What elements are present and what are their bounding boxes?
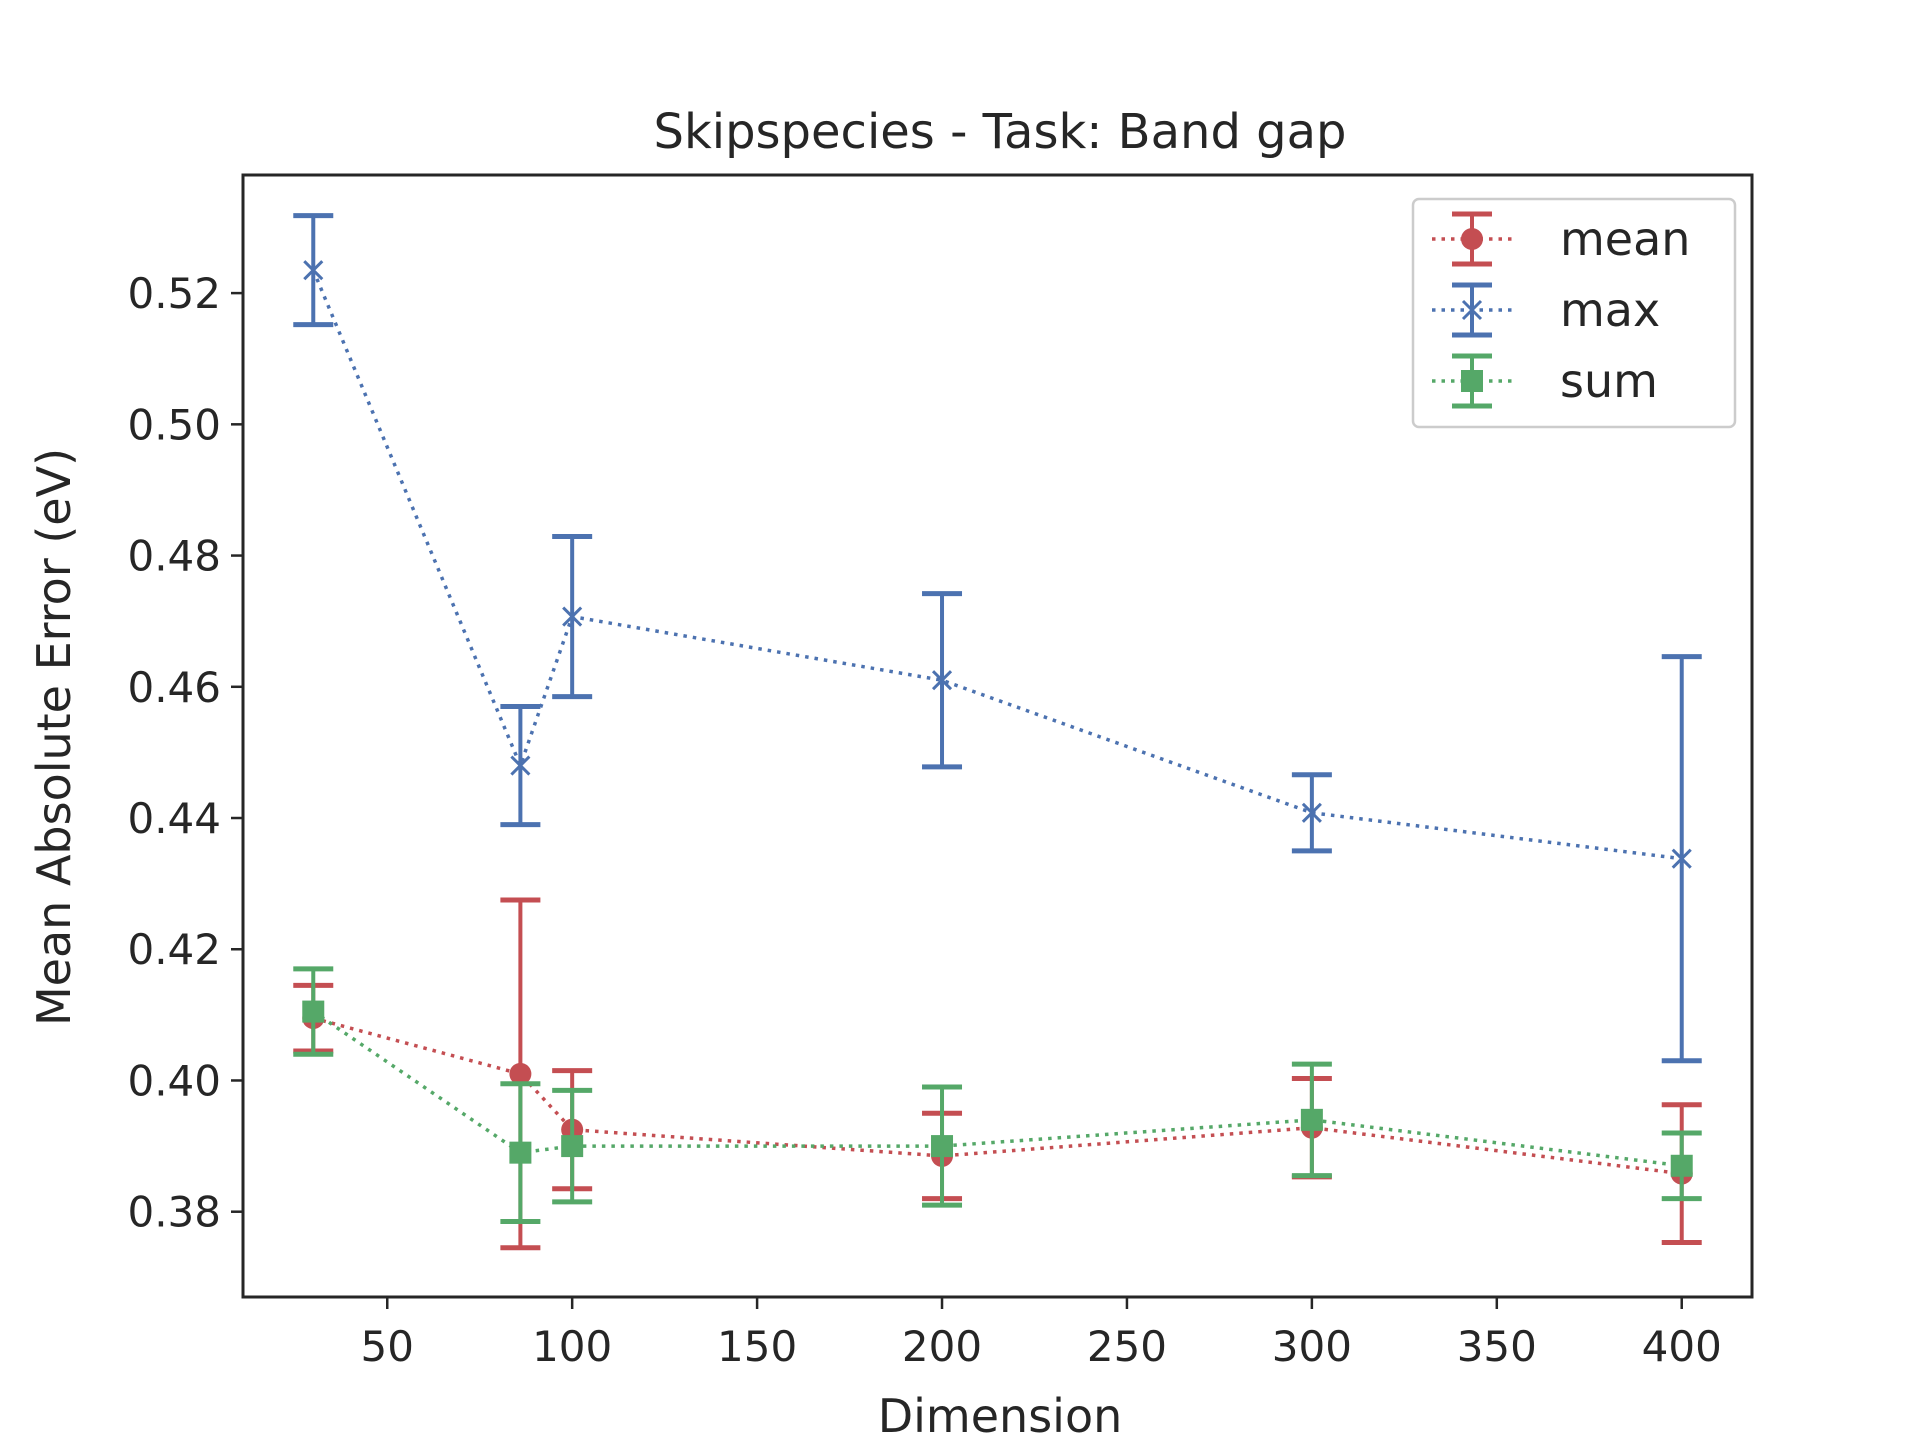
x-tick-label: 400 xyxy=(1642,1322,1722,1371)
y-tick-label: 0.52 xyxy=(127,269,221,318)
x-tick-label: 150 xyxy=(717,1322,797,1371)
legend: mean max sum xyxy=(1411,197,1737,429)
data-point-max xyxy=(303,260,324,281)
series-sum xyxy=(293,966,1702,1225)
data-point-sum xyxy=(302,1000,325,1023)
legend-entry-sum: sum xyxy=(1432,353,1658,409)
x-tick-label: 100 xyxy=(532,1322,612,1371)
series-max xyxy=(293,213,1702,1064)
x-tick-label: 350 xyxy=(1457,1322,1537,1371)
data-point-max xyxy=(1301,802,1322,823)
data-point-sum xyxy=(1670,1154,1693,1177)
y-axis-label: Mean Absolute Error (eV) xyxy=(27,448,81,1026)
data-point-sum xyxy=(561,1135,584,1158)
series-line-mean xyxy=(312,1016,1682,1176)
legend-marker-sum xyxy=(1461,370,1483,392)
legend-entry-max: max xyxy=(1432,282,1660,338)
series-line-sum xyxy=(312,1010,1682,1168)
data-point-sum xyxy=(509,1141,532,1164)
chart-title: Skipspecies - Task: Band gap xyxy=(653,104,1346,160)
legend-marker-max xyxy=(1461,299,1483,321)
data-point-max xyxy=(931,670,953,691)
axes-frame xyxy=(241,173,1754,1299)
x-tick-label: 200 xyxy=(902,1322,982,1371)
data-point-max xyxy=(510,755,531,776)
x-axis-label: Dimension xyxy=(878,1389,1123,1440)
y-tick-label: 0.44 xyxy=(127,794,221,843)
y-tick-label: 0.50 xyxy=(127,400,221,449)
data-point-max xyxy=(562,606,583,627)
plot-area: 50 100 150 200 250 300 350 400 0.38 0.40 0.42 0.44 0… xyxy=(127,173,1754,1371)
y-tick-label: 0.46 xyxy=(127,663,221,712)
legend-box xyxy=(1411,197,1737,429)
x-tick-label: 300 xyxy=(1272,1322,1352,1371)
x-tick-label: 250 xyxy=(1087,1322,1167,1371)
y-tick-label: 0.38 xyxy=(127,1188,221,1237)
x-tick-label: 50 xyxy=(361,1322,414,1371)
legend-marker-mean xyxy=(1461,228,1483,250)
data-point-mean xyxy=(509,1062,532,1085)
data-point-max xyxy=(1671,848,1692,869)
series-line-max xyxy=(311,269,1682,861)
legend-label-max: max xyxy=(1560,283,1660,337)
y-tick-label: 0.48 xyxy=(127,532,221,581)
data-point-sum xyxy=(931,1135,954,1158)
y-tick-label: 0.40 xyxy=(127,1056,221,1105)
legend-label-sum: sum xyxy=(1560,354,1658,408)
y-tick-label: 0.42 xyxy=(127,925,221,974)
data-point-sum xyxy=(1300,1108,1323,1131)
legend-label-mean: mean xyxy=(1560,212,1690,266)
legend-entry-mean: mean xyxy=(1432,211,1690,267)
